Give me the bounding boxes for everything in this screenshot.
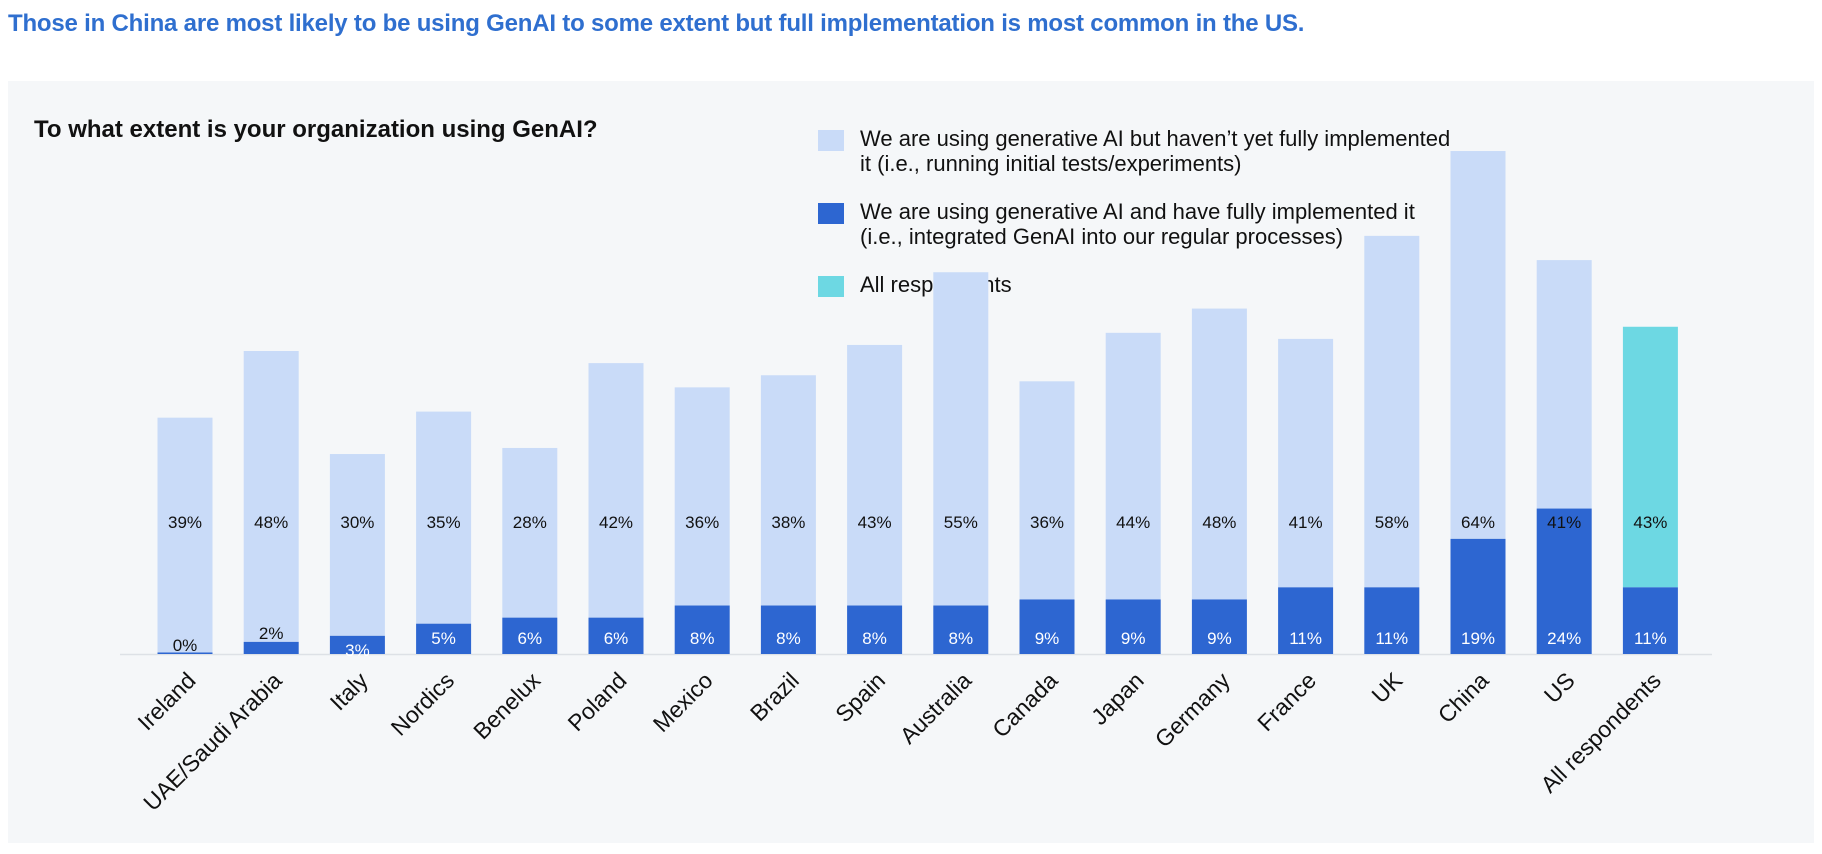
bar-partial-4 [502, 447, 558, 618]
bar-partial-9 [933, 272, 989, 606]
legend-label-full: We are using generative AI and have full… [860, 199, 1415, 249]
bar-label-full-2: 3% [345, 641, 370, 660]
bar-partial-5 [588, 363, 644, 618]
bar-label-partial-15: 64% [1461, 513, 1495, 532]
chart-title: To what extent is your organization usin… [34, 116, 598, 143]
bar-partial-15 [1450, 151, 1506, 539]
bar-label-partial-4: 28% [513, 513, 547, 532]
bar-full-8 [847, 605, 903, 654]
category-label-2: Italy [325, 667, 374, 716]
category-label-10: Canada [987, 667, 1063, 743]
category-label-14: UK [1366, 667, 1407, 708]
category-label-13: France [1252, 667, 1321, 736]
bar-full-10 [1019, 599, 1075, 654]
bar-full-6 [674, 605, 730, 654]
legend-swatch-partial [818, 130, 844, 151]
category-label-12: Germany [1150, 667, 1236, 753]
category-label-7: Brazil [745, 667, 804, 726]
bar-full-3 [416, 623, 472, 654]
bar-full-16 [1536, 508, 1592, 654]
bar-full-13 [1278, 587, 1334, 654]
legend-swatch-full [818, 203, 844, 224]
bar-label-full-11: 9% [1121, 629, 1146, 648]
bar-label-full-14: 11% [1375, 629, 1408, 648]
category-label-15: China [1433, 667, 1494, 728]
bar-full-4 [502, 617, 558, 654]
bar-partial-16 [1536, 260, 1592, 509]
bar-full-14 [1364, 587, 1420, 654]
bar-label-full-7: 8% [776, 629, 801, 648]
bar-label-full-15: 19% [1461, 629, 1495, 648]
category-label-8: Spain [830, 667, 890, 727]
bar-full-12 [1191, 599, 1247, 654]
bar-label-full-0: 0% [173, 636, 198, 655]
bar-label-partial-17: 43% [1633, 513, 1667, 532]
bar-label-partial-10: 36% [1030, 513, 1064, 532]
bar-label-partial-1: 48% [254, 513, 288, 532]
category-label-0: Ireland [132, 667, 200, 735]
bar-partial-13 [1278, 338, 1334, 588]
bar-partial-1 [243, 351, 299, 642]
bar-label-partial-5: 42% [599, 513, 633, 532]
bar-full-17 [1622, 587, 1678, 654]
bar-full-0 [157, 652, 213, 654]
category-label-9: Australia [895, 667, 977, 749]
bar-label-partial-14: 58% [1375, 513, 1409, 532]
bar-partial-7 [760, 375, 816, 606]
bar-partial-12 [1191, 308, 1247, 600]
chart-panel [8, 81, 1814, 843]
legend-label-partial: We are using generative AI but haven’t y… [860, 126, 1451, 176]
bar-label-full-13: 11% [1289, 629, 1322, 648]
bar-label-partial-8: 43% [858, 513, 892, 532]
bar-label-partial-6: 36% [685, 513, 719, 532]
legend-swatch-all [818, 276, 844, 297]
bar-label-partial-16: 41% [1547, 513, 1581, 532]
category-label-3: Nordics [386, 667, 460, 741]
bar-label-full-12: 9% [1207, 629, 1232, 648]
bar-partial-17 [1622, 326, 1678, 588]
bar-full-11 [1105, 599, 1161, 654]
bar-full-9 [933, 605, 989, 654]
bar-label-full-3: 5% [431, 629, 456, 648]
bar-partial-3 [416, 411, 472, 624]
bar-partial-11 [1105, 332, 1161, 600]
bar-full-15 [1450, 538, 1506, 654]
bar-label-full-16: 24% [1547, 629, 1581, 648]
category-label-11: Japan [1086, 667, 1149, 730]
bar-partial-0 [157, 417, 213, 654]
bar-label-full-4: 6% [518, 629, 543, 648]
bar-partial-8 [847, 344, 903, 606]
bar-label-partial-0: 39% [168, 513, 202, 532]
category-label-6: Mexico [648, 667, 718, 737]
page-headline: Those in China are most likely to be usi… [8, 10, 1305, 37]
bar-label-full-8: 8% [862, 629, 887, 648]
bar-full-7 [760, 605, 816, 654]
bar-label-partial-7: 38% [771, 513, 805, 532]
category-label-4: Benelux [468, 667, 546, 745]
bar-label-full-9: 8% [949, 629, 974, 648]
legend-item-partial: We are using generative AI but haven’t y… [818, 126, 1458, 176]
bar-label-partial-3: 35% [427, 513, 461, 532]
legend-item-full: We are using generative AI and have full… [818, 199, 1458, 249]
bar-partial-2 [329, 454, 385, 636]
bar-label-full-1: 2% [259, 624, 284, 643]
category-label-16: US [1539, 667, 1580, 708]
bar-label-partial-12: 48% [1202, 513, 1236, 532]
bar-label-partial-11: 44% [1116, 513, 1150, 532]
bar-partial-14 [1364, 235, 1420, 588]
bar-partial-10 [1019, 381, 1075, 600]
bar-label-full-5: 6% [604, 629, 629, 648]
category-label-5: Poland [563, 667, 632, 736]
bar-full-5 [588, 617, 644, 654]
bar-label-full-10: 9% [1035, 629, 1060, 648]
bar-label-full-17: 11% [1634, 629, 1667, 648]
bar-label-partial-2: 30% [340, 513, 374, 532]
bar-partial-6 [674, 387, 730, 606]
bar-label-partial-9: 55% [944, 513, 978, 532]
bar-label-full-6: 8% [690, 629, 715, 648]
bar-full-1 [243, 641, 299, 654]
bar-full-2 [329, 635, 385, 654]
bar-label-partial-13: 41% [1289, 513, 1323, 532]
